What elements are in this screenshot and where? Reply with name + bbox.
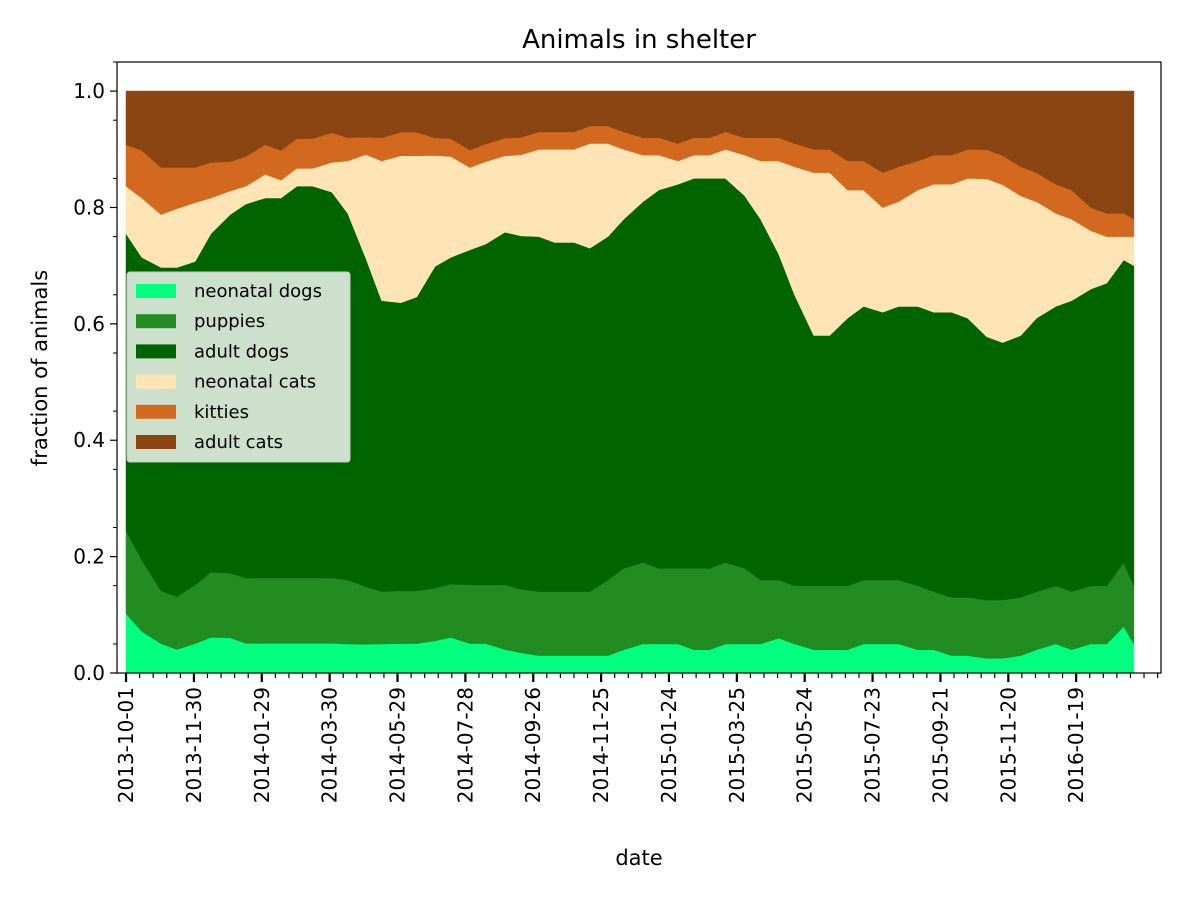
area-adult-cats [125,90,1135,220]
legend-swatch-adult-dogs [136,344,176,359]
legend-label-neonatal-dogs: neonatal dogs [194,281,322,302]
x-tick-label: 2014-07-28 [453,687,477,803]
y-tick-label: 0.0 [73,661,105,685]
plot-frame [116,61,1162,674]
legend-swatch-neonatal-dogs [136,284,176,298]
y-tick-label: 1.0 [73,79,105,103]
x-tick-label: 2013-10-01 [114,687,138,803]
x-tick-label: 2015-07-23 [861,687,885,803]
x-tick-label: 2015-03-25 [725,687,749,803]
legend-box [126,271,351,463]
chart-title: Animals in shelter [522,25,756,55]
x-tick-label: 2015-05-24 [793,687,817,803]
legend-swatch-neonatal-cats [136,374,176,389]
x-tick-label: 2014-11-25 [589,687,613,803]
x-tick-label: 2014-03-30 [318,687,342,803]
x-tick-label: 2015-09-21 [928,687,952,803]
y-tick-label: 0.6 [73,312,105,336]
y-axis-title: fraction of animals [28,270,52,466]
x-tick-label: 2015-01-24 [657,687,681,803]
y-tick-label: 0.2 [73,545,105,569]
x-tick-label: 2014-05-29 [386,687,410,803]
y-tick-label: 0.4 [73,428,105,452]
x-tick-label: 2015-11-20 [996,687,1020,803]
legend-label-adult-dogs: adult dogs [194,341,289,362]
legend-label-adult-cats: adult cats [194,432,283,453]
plot-area [125,90,1135,674]
x-tick-label: 2014-01-29 [250,687,274,803]
y-tick-label: 0.8 [73,195,105,219]
legend: neonatal dogs puppies adult dogs neonatal c… [126,271,351,463]
legend-label-puppies: puppies [194,311,265,332]
legend-swatch-kitties [136,404,176,419]
x-axis: 2013-10-01 2013-11-30 2014-01-29 2014-03-30… [114,673,1159,803]
x-axis-title: date [615,846,662,870]
y-axis: 0.0 0.2 0.4 0.6 0.8 1.0 [73,61,117,685]
legend-label-kitties: kitties [194,402,249,423]
x-tick-label: 2014-09-26 [521,687,545,803]
legend-swatch-puppies [136,314,176,329]
x-tick-label: 2016-01-19 [1064,687,1088,803]
legend-label-neonatal-cats: neonatal cats [194,372,316,393]
x-tick-label: 2013-11-30 [182,687,206,803]
legend-swatch-adult-cats [136,435,176,449]
